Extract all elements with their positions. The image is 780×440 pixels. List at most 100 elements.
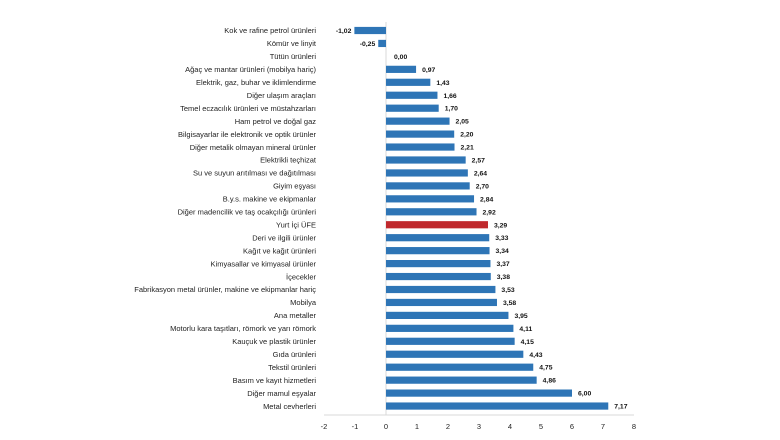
category-label: Diğer mamul eşyalar [247,389,316,398]
category-label: İçecekler [286,272,317,281]
value-label: 2,92 [483,209,496,216]
category-label: Gıda ürünleri [273,350,317,359]
value-label: 0,00 [394,54,407,61]
category-label: Kömür ve linyit [267,39,317,48]
bar [386,324,514,332]
value-label: 2,84 [480,196,493,203]
x-tick-label: 7 [601,422,605,431]
x-tick-label: 0 [384,422,388,431]
category-label: Ana metaller [274,311,317,320]
category-label: Kauçuk ve plastik ürünler [232,337,316,346]
bar [386,208,477,216]
category-label: Ağaç ve mantar ürünleri (mobilya hariç) [185,65,316,74]
category-label: Giyim eşyası [273,182,316,191]
value-label: 2,21 [461,145,474,152]
value-label: 3,53 [501,287,514,294]
bar [386,285,496,294]
bar [386,402,609,410]
bar [386,272,491,281]
category-label: Temel eczacılık ürünleri ve müstahzarlar… [180,104,316,113]
category-label: Bilgisayarlar ile elektronik ve optik ür… [178,130,316,139]
x-tick-label: 5 [539,422,543,431]
value-label: 4,75 [539,365,552,372]
value-label: 3,95 [514,313,527,320]
bar-highlight [386,221,488,229]
bar [386,350,524,358]
category-label: Fabrikasyon metal ürünler, makine ve eki… [134,285,316,294]
bar [386,311,509,319]
value-label: 1,70 [445,106,458,113]
category-label: Elektrikli teçhizat [260,156,317,165]
value-label: 3,37 [496,261,509,268]
x-tick-label: 8 [632,422,636,431]
bar [386,247,490,255]
bar [354,26,386,35]
bar [386,78,431,86]
bar [386,104,439,112]
bar [386,65,417,73]
category-label: Mobilya [290,298,317,307]
bar [386,234,490,242]
value-label: 3,34 [496,248,509,255]
bar [386,169,468,177]
category-label: Kağıt ve kağıt ürünleri [243,246,316,255]
value-label: 0,97 [422,67,435,74]
category-label: Su ve suyun arıtılması ve dağıtılması [193,169,316,178]
value-label: -1,02 [336,28,352,35]
bar [386,337,515,345]
category-label: Tütün ürünleri [270,52,317,61]
value-label: 2,57 [472,158,485,165]
value-label: -0,25 [360,41,376,48]
x-tick-label: 2 [446,422,450,431]
value-label: 3,38 [497,274,510,281]
category-label: B.y.s. makine ve ekipmanlar [223,195,317,204]
value-label: 7,17 [614,404,627,411]
x-tick-label: 3 [477,422,481,431]
value-label: 4,11 [519,326,532,333]
value-label: 4,15 [521,339,534,346]
value-label: 1,66 [443,93,456,100]
category-label: Elektrik, gaz, buhar ve iklimlendirme [196,78,316,87]
bar [386,91,438,99]
bar [386,130,455,138]
category-label: Deri ve ilgili ürünler [252,233,316,242]
bar [386,156,466,164]
value-label: 3,58 [503,300,516,307]
value-label: 3,29 [494,222,507,229]
category-label: Kok ve rafine petrol ürünleri [224,26,316,35]
category-label: Diğer madencilik ve taş ocakçılığı ürünl… [178,208,317,217]
bar [386,376,537,384]
bar [386,182,470,190]
bar [386,143,455,151]
x-tick-label: 4 [508,422,512,431]
value-label: 4,86 [543,378,556,385]
bar [386,260,491,268]
category-label: Ham petrol ve doğal gaz [235,117,317,126]
category-label: Motorlu kara taşıtları, römork ve yarı r… [170,324,316,333]
value-label: 6,00 [578,391,591,398]
category-label: Metal cevherleri [263,402,316,411]
value-label: 2,70 [476,183,489,190]
category-label: Tekstil ürünleri [268,363,316,372]
category-label: Kimyasallar ve kimyasal ürünler [211,259,317,268]
category-label: Diğer ulaşım araçları [247,91,316,100]
category-label: Basım ve kayıt hizmetleri [233,376,317,385]
x-tick-label: -1 [352,422,359,431]
bar [386,117,450,125]
bar [386,389,572,397]
value-label: 2,20 [460,132,473,139]
x-tick-label: 1 [415,422,419,431]
bars-layer [354,26,609,410]
axis-layer: -2 -1 0 1 2 3 4 5 6 7 8 [321,22,636,431]
category-label: Yurt İçi ÜFE [276,220,316,229]
value-label: 2,05 [456,119,469,126]
value-label: 3,33 [495,235,508,242]
bar [386,298,497,307]
bar [386,195,475,203]
bar [378,39,386,48]
value-label: 4,43 [529,352,542,359]
bar [386,363,534,371]
value-label: 1,43 [436,80,449,87]
value-label: 2,64 [474,170,487,177]
